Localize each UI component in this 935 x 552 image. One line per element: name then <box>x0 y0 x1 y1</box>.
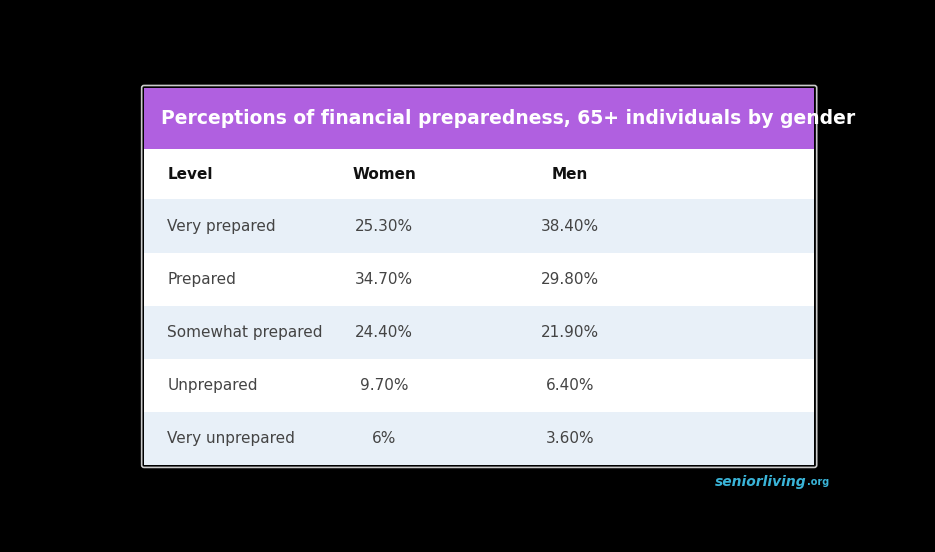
Text: seniorliving: seniorliving <box>715 475 807 489</box>
Text: Very unprepared: Very unprepared <box>167 431 295 446</box>
Bar <box>144 88 814 150</box>
Text: 34.70%: 34.70% <box>355 272 413 286</box>
Text: Unprepared: Unprepared <box>167 378 258 393</box>
Text: 21.90%: 21.90% <box>541 325 599 340</box>
Text: 6.40%: 6.40% <box>546 378 595 393</box>
Bar <box>144 359 814 412</box>
Bar <box>144 150 814 465</box>
Text: 9.70%: 9.70% <box>360 378 409 393</box>
Text: Level: Level <box>167 167 213 182</box>
Text: 24.40%: 24.40% <box>355 325 413 340</box>
Text: 6%: 6% <box>372 431 396 446</box>
Text: 38.40%: 38.40% <box>541 219 599 233</box>
Bar <box>144 253 814 306</box>
Text: .org: .org <box>807 477 828 487</box>
Bar <box>144 306 814 359</box>
Text: Women: Women <box>352 167 416 182</box>
Text: 25.30%: 25.30% <box>355 219 413 233</box>
Text: 3.60%: 3.60% <box>546 431 595 446</box>
Text: Somewhat prepared: Somewhat prepared <box>167 325 323 340</box>
Text: Men: Men <box>552 167 588 182</box>
Text: Prepared: Prepared <box>167 272 237 286</box>
Text: Very prepared: Very prepared <box>167 219 276 233</box>
Bar <box>144 412 814 465</box>
Text: 29.80%: 29.80% <box>541 272 599 286</box>
Text: Perceptions of financial preparedness, 65+ individuals by gender: Perceptions of financial preparedness, 6… <box>161 109 856 128</box>
Bar <box>144 199 814 253</box>
